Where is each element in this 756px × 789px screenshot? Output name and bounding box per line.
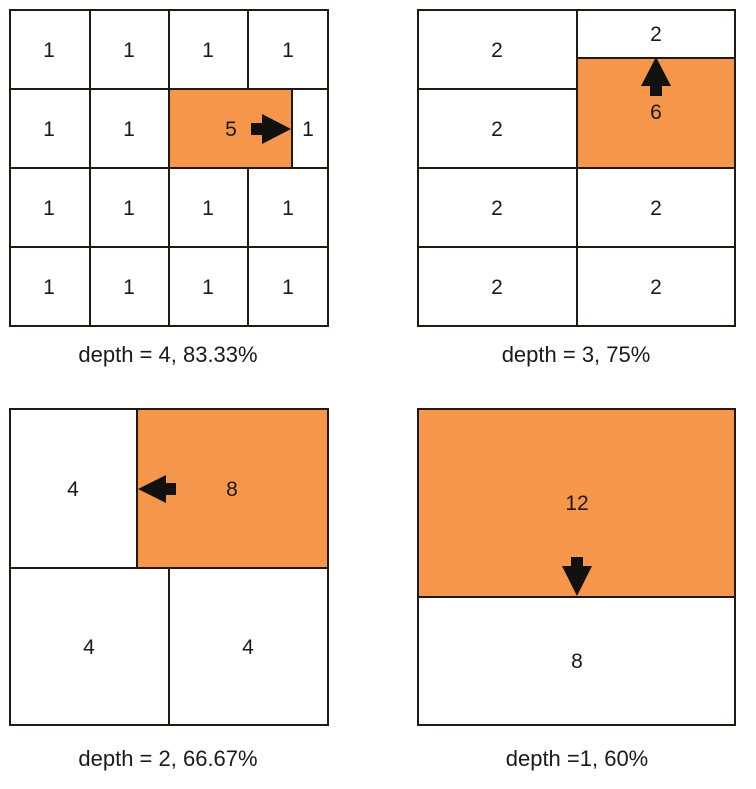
cell-value: 2	[491, 39, 503, 62]
cell-value: 2	[650, 197, 662, 220]
cell-value: 2	[491, 197, 503, 220]
cell-value: 5	[225, 118, 237, 141]
panel-caption: depth = 2, 66.67%	[78, 746, 257, 771]
cell-value: 2	[650, 276, 662, 299]
cell-value: 1	[43, 118, 55, 141]
cell-value: 1	[123, 39, 135, 62]
panel-depth-3: 2 2 2 6 2 2 2 2 depth = 3, 75%	[417, 9, 736, 367]
panel-caption: depth = 4, 83.33%	[78, 342, 257, 367]
panel-depth-1: 12 8 depth =1, 60%	[417, 408, 736, 771]
cell-value: 2	[491, 118, 503, 141]
cell-value: 4	[242, 636, 254, 659]
arrow-right-icon	[251, 114, 291, 144]
cell-value: 6	[650, 101, 662, 124]
cell-value: 1	[123, 118, 135, 141]
cell-value: 1	[282, 276, 294, 299]
cell-value: 2	[650, 23, 662, 46]
cell-value: 1	[123, 276, 135, 299]
cell-value: 1	[202, 39, 214, 62]
cell-value: 1	[43, 39, 55, 62]
cell-value: 4	[67, 478, 79, 501]
arrow-up-icon	[641, 57, 671, 96]
cell-value: 1	[43, 197, 55, 220]
cell-value: 1	[202, 276, 214, 299]
cell-value: 1	[302, 118, 314, 141]
panel-depth-2: 4 8 4 4 depth = 2, 66.67%	[9, 408, 329, 771]
panel-depth-4: 1 1 1 1 1 1 5 1 1 1 1 1 1 1 1 1 depth = …	[9, 9, 329, 367]
cell-value: 1	[282, 197, 294, 220]
cell-value: 1	[282, 39, 294, 62]
cell-value: 1	[43, 276, 55, 299]
cell-value: 2	[491, 276, 503, 299]
arrow-down-icon	[562, 557, 592, 596]
arrow-left-icon	[138, 475, 176, 503]
panel-caption: depth =1, 60%	[506, 746, 649, 771]
cell-value: 12	[565, 492, 588, 515]
cell-value: 8	[571, 650, 583, 673]
panel-caption: depth = 3, 75%	[502, 342, 651, 367]
cell-value: 1	[202, 197, 214, 220]
cell-value: 8	[226, 478, 238, 501]
cell-value: 4	[83, 636, 95, 659]
cell-value: 1	[123, 197, 135, 220]
